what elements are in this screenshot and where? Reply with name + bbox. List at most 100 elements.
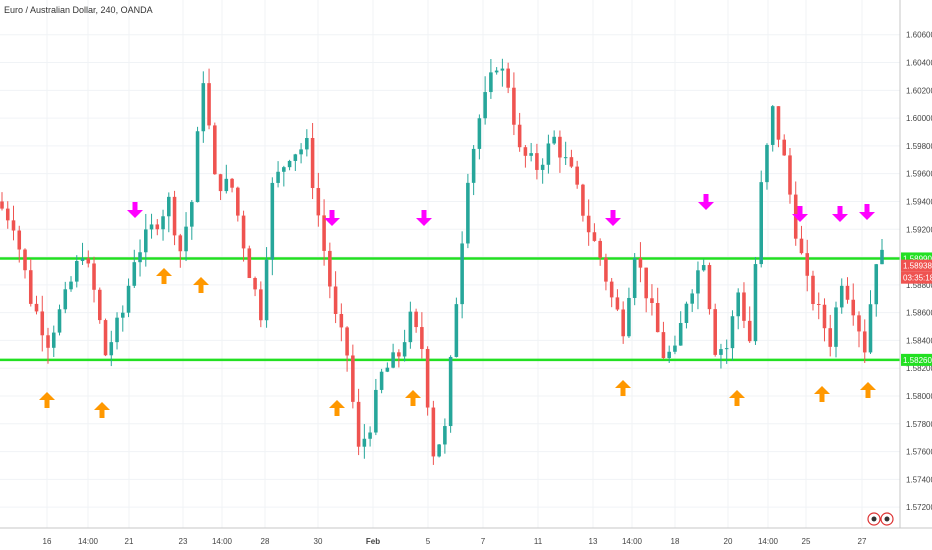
arrow-shaft — [610, 210, 616, 219]
arrow-head — [156, 268, 172, 276]
arrow-head — [860, 382, 876, 390]
arrow-head — [729, 390, 745, 398]
candle-down — [638, 258, 643, 268]
candle-up — [719, 349, 723, 355]
candle-down — [345, 327, 349, 356]
time-tick-label: 18 — [671, 537, 680, 546]
candle-up — [529, 153, 533, 156]
time-tick-label: 14:00 — [622, 537, 643, 546]
candle-down — [799, 238, 804, 254]
arrow-head — [615, 380, 631, 388]
candle-up — [690, 293, 694, 304]
candle-up — [477, 118, 482, 149]
arrow-shaft — [334, 407, 340, 416]
candle-up — [195, 131, 200, 203]
candle-down — [328, 250, 332, 287]
candle-up — [765, 144, 769, 183]
price-tag-text: 1.58938 — [903, 262, 932, 271]
candle-down — [46, 335, 50, 348]
last-price-tag: 1.58938 — [901, 259, 932, 272]
candle-up — [770, 106, 775, 145]
arrow-shaft — [421, 210, 427, 219]
candle-up — [684, 303, 689, 323]
arrow-head — [792, 214, 808, 222]
candle-up — [402, 342, 407, 357]
candle-up — [51, 332, 56, 348]
arrow-shaft — [734, 397, 740, 406]
candle-down — [310, 137, 315, 189]
price-tick-label: 1.57400 — [906, 475, 932, 484]
candle-down — [609, 281, 614, 298]
arrow-head — [814, 386, 830, 394]
candle-down — [97, 289, 102, 321]
chart-title: Euro / Australian Dollar, 240, OANDA — [4, 5, 153, 15]
price-tick-label: 1.58600 — [906, 309, 932, 318]
candle-up — [126, 285, 131, 313]
price-axis[interactable]: 1.60600 1.60400 1.60200 1.60000 1.59800 1.596… — [906, 31, 932, 512]
time-tick-label: 7 — [481, 537, 486, 546]
candle-up — [460, 243, 464, 305]
candle-up — [678, 322, 683, 346]
candle-down — [247, 248, 252, 279]
candle-up — [868, 304, 873, 353]
candle-down — [655, 303, 660, 333]
candle-up — [632, 258, 637, 298]
buy-arrow-icon — [729, 390, 745, 406]
candle-up — [374, 389, 378, 433]
time-axis[interactable]: 16 14:00 21 23 14:00 28 30 Feb 5 7 11 13 14:00 18 20 14… — [43, 537, 867, 546]
time-tick-label: 25 — [802, 537, 811, 546]
candle-down — [155, 224, 160, 230]
candle-up — [144, 229, 148, 253]
arrow-shaft — [865, 389, 871, 398]
candle-down — [581, 184, 585, 216]
eye-icon[interactable] — [867, 512, 894, 526]
candle-down — [776, 106, 781, 140]
candle-up — [448, 356, 453, 427]
candle-up — [483, 92, 487, 119]
candle-up — [696, 270, 700, 294]
time-tick-label: 14:00 — [78, 537, 99, 546]
arrow-head — [329, 400, 345, 408]
candle-down — [811, 275, 815, 305]
candle-down — [535, 153, 539, 170]
candle-down — [851, 299, 856, 316]
candle-up — [264, 259, 269, 321]
price-tag-box — [901, 259, 932, 272]
sell-arrow-icon — [605, 210, 621, 226]
candle-down — [17, 230, 22, 250]
price-tick-label: 1.59200 — [906, 225, 932, 234]
candle-down — [816, 304, 821, 306]
candle-down — [857, 315, 861, 332]
candle-up — [701, 265, 706, 271]
arrow-shaft — [703, 194, 709, 203]
candle-down — [805, 253, 810, 276]
buy-arrow-icon — [94, 402, 110, 418]
time-tick-label: 20 — [724, 537, 733, 546]
candle-down — [598, 240, 602, 258]
candle-down — [213, 125, 217, 175]
candle-up — [368, 432, 372, 439]
candle-down — [822, 304, 827, 329]
candle-up — [184, 226, 188, 252]
candle-down — [523, 147, 528, 156]
candle-down — [650, 298, 654, 304]
candle-up — [224, 178, 229, 192]
arrow-shaft — [620, 387, 626, 396]
arrow-shaft — [99, 409, 105, 418]
candle-down — [103, 320, 108, 356]
candle-up — [362, 438, 367, 447]
arrow-shaft — [44, 399, 50, 408]
price-tick-label: 1.60000 — [906, 114, 932, 123]
candle-down — [356, 401, 361, 447]
candle-down — [92, 263, 96, 290]
candle-up — [109, 342, 114, 356]
price-tags: 1.58990 1.58260 1.58938 03:35:18 — [901, 252, 932, 366]
candle-up — [667, 351, 671, 359]
time-tick-label: 13 — [589, 537, 598, 546]
candle-down — [575, 166, 579, 185]
price-tag-box — [901, 271, 932, 284]
candle-down — [431, 407, 436, 457]
time-tick-label: 23 — [179, 537, 188, 546]
